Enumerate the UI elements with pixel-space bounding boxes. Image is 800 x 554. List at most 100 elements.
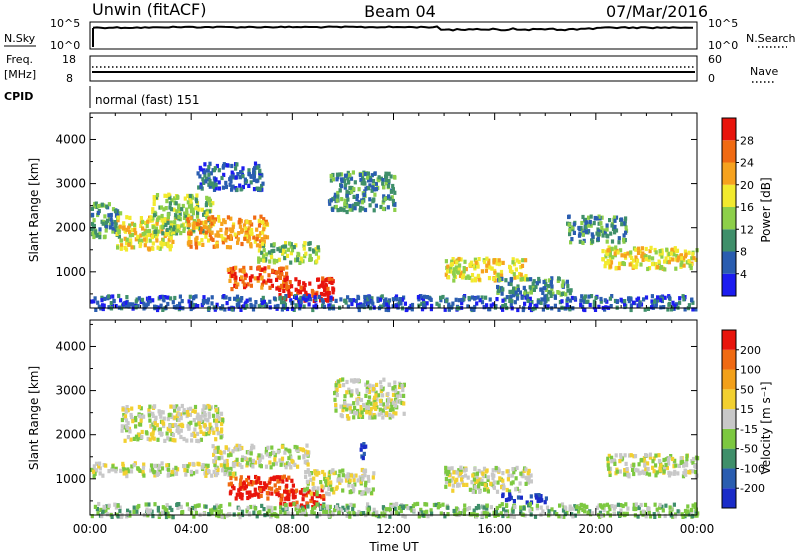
echo-cell <box>202 224 206 229</box>
echo-cell <box>189 306 193 312</box>
echo-cell <box>353 378 357 383</box>
echo-cell <box>98 235 102 240</box>
echo-cell <box>619 297 623 302</box>
echo-cell <box>283 510 287 515</box>
echo-cell <box>658 266 662 271</box>
echo-cell <box>239 298 243 303</box>
echo-cell <box>355 193 359 199</box>
echo-cell <box>236 447 240 452</box>
echo-cell <box>458 273 463 278</box>
echo-cell <box>597 221 601 226</box>
echo-cell <box>124 409 128 414</box>
echo-cell <box>199 429 203 434</box>
echo-cell <box>299 295 303 300</box>
echo-cell <box>623 472 627 477</box>
echo-cell <box>324 491 329 496</box>
echo-cell <box>499 269 504 275</box>
echo-cell <box>238 217 242 222</box>
colorbar-tick-label: 100 <box>740 364 761 377</box>
echo-cell <box>153 421 157 426</box>
echo-cell <box>311 292 315 298</box>
echo-cell <box>578 239 582 244</box>
echo-cell <box>658 468 662 473</box>
echo-cell <box>367 186 371 191</box>
echo-cell <box>511 467 515 472</box>
echo-cell <box>149 468 153 473</box>
echo-cell <box>348 203 352 209</box>
echo-cell <box>345 379 349 385</box>
echo-cell <box>94 468 99 473</box>
echo-cell <box>212 244 216 249</box>
echo-cell <box>282 296 287 301</box>
echo-cell <box>268 285 272 290</box>
echo-cell <box>137 404 141 410</box>
echo-cell <box>371 185 375 190</box>
echo-cell <box>504 503 509 508</box>
echo-cell <box>570 512 574 517</box>
echo-cell <box>657 458 662 464</box>
echo-cell <box>210 221 214 226</box>
echo-cell <box>199 230 203 235</box>
echo-cell <box>603 264 607 269</box>
echo-cell <box>634 265 638 270</box>
echo-cell <box>303 241 307 246</box>
echo-cell <box>151 435 155 440</box>
echo-cell <box>244 300 248 305</box>
echo-cell <box>612 215 617 220</box>
echo-cell <box>373 192 377 197</box>
echo-cell <box>202 180 206 185</box>
echo-cell <box>169 243 173 249</box>
echo-cell <box>187 204 192 209</box>
echo-cell <box>149 463 154 468</box>
colorbar-tick-label: 24 <box>740 157 754 170</box>
echo-cell <box>568 507 572 512</box>
echo-cell <box>308 247 312 252</box>
echo-cell <box>423 510 427 515</box>
x-tick-label: 00:00 <box>680 522 715 536</box>
echo-cell <box>478 298 482 303</box>
echo-cell <box>470 278 474 283</box>
echo-cell <box>214 421 218 426</box>
echo-cell <box>233 283 237 288</box>
echo-cell <box>207 404 211 409</box>
echo-cell <box>374 393 378 398</box>
echo-cell <box>269 476 274 481</box>
echo-cell <box>96 210 100 216</box>
echo-cell <box>337 474 341 479</box>
echo-cell <box>228 512 232 517</box>
echo-cell <box>216 467 220 472</box>
echo-cell <box>188 303 192 308</box>
echo-cell <box>189 469 193 474</box>
echo-cell <box>286 511 290 516</box>
echo-cell <box>146 246 151 251</box>
echo-cell <box>355 512 359 517</box>
echo-cell <box>524 475 528 480</box>
echo-cell <box>175 428 179 433</box>
colorbar-swatch <box>722 488 736 508</box>
echo-cell <box>345 193 349 198</box>
echo-cell <box>178 207 182 212</box>
echo-cell <box>228 296 232 301</box>
echo-cell <box>585 299 589 304</box>
echo-cell <box>486 511 490 516</box>
echo-cell <box>280 458 284 464</box>
echo-cell <box>382 302 386 308</box>
echo-cell <box>334 486 338 491</box>
echo-cell <box>315 514 319 519</box>
echo-cell <box>238 492 242 497</box>
echo-cell <box>371 179 376 184</box>
echo-cell <box>157 463 161 468</box>
echo-cell <box>547 278 552 283</box>
echo-cell <box>518 481 522 486</box>
echo-cell <box>531 281 535 286</box>
echo-cell <box>478 489 482 494</box>
echo-cell <box>551 291 555 296</box>
echo-cell <box>496 272 500 277</box>
echo-cell <box>457 298 461 303</box>
echo-cell <box>152 213 157 218</box>
echo-cell <box>245 461 250 466</box>
echo-cell <box>200 207 204 212</box>
echo-cell <box>218 449 222 454</box>
echo-cell <box>526 480 530 485</box>
echo-cell <box>602 503 606 508</box>
